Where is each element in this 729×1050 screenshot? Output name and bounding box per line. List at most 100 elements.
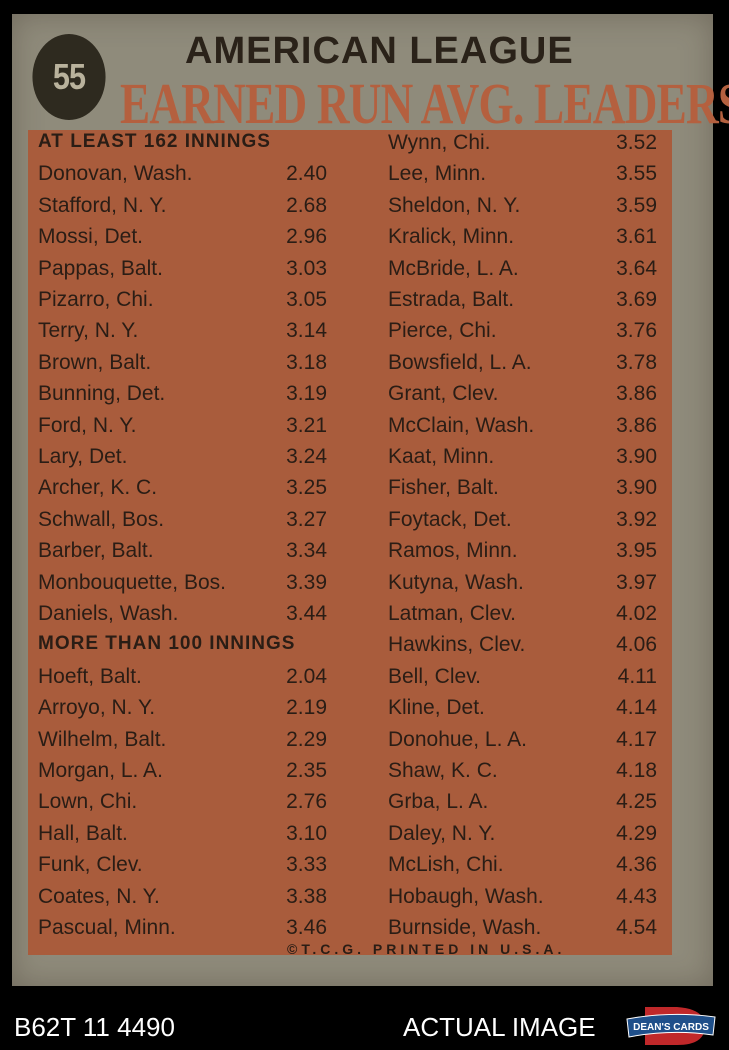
era-value: 4.29 xyxy=(616,821,657,845)
table-row: Daniels, Wash. 3.44 xyxy=(38,602,327,632)
pitcher-name: Lee, Minn. xyxy=(388,162,487,186)
table-row: Grant, Clev. 3.86 xyxy=(388,382,657,412)
era-value: 3.39 xyxy=(286,570,327,594)
table-row: Pierce, Chi. 3.76 xyxy=(388,319,657,349)
table-row: Mossi, Det. 2.96 xyxy=(38,225,327,255)
pitcher-name: Hawkins, Clev. xyxy=(388,633,526,657)
stats-panel xyxy=(28,130,672,955)
table-row: Schwall, Bos. 3.27 xyxy=(38,508,327,538)
pitcher-name: Foytack, Det. xyxy=(388,507,512,531)
pitcher-name: Donovan, Wash. xyxy=(38,162,193,186)
pitcher-name: McLish, Chi. xyxy=(388,853,504,877)
section-header: AT LEAST 162 INNINGS xyxy=(38,131,327,161)
table-row: Fisher, Balt. 3.90 xyxy=(388,476,657,506)
table-row: Burnside, Wash. 4.54 xyxy=(388,916,657,946)
table-row: Bowsfield, L. A. 3.78 xyxy=(388,351,657,381)
pitcher-name: Wilhelm, Balt. xyxy=(38,727,167,751)
pitcher-name: Pizarro, Chi. xyxy=(38,288,154,311)
pitcher-name: Daniels, Wash. xyxy=(38,602,179,625)
era-value: 2.96 xyxy=(286,225,327,249)
pitcher-name: Shaw, K. C. xyxy=(388,759,498,782)
pitcher-name: Brown, Balt. xyxy=(38,350,152,374)
table-row: McLish, Chi. 4.36 xyxy=(388,853,657,883)
table-row: Latman, Clev. 4.02 xyxy=(388,602,657,632)
era-value: 4.36 xyxy=(616,853,657,877)
table-row: McBride, L. A. 3.64 xyxy=(388,257,657,287)
era-value: 3.33 xyxy=(286,853,327,877)
era-value: 2.76 xyxy=(286,790,327,814)
section-header: MORE THAN 100 INNINGS xyxy=(38,633,327,663)
pitcher-name: Ramos, Minn. xyxy=(388,539,518,563)
table-row: Donovan, Wash. 2.40 xyxy=(38,162,327,192)
table-row: Ramos, Minn. 3.95 xyxy=(388,539,657,569)
era-value: 3.92 xyxy=(616,507,657,531)
era-value: 3.69 xyxy=(616,288,657,311)
table-row: Donohue, L. A. 4.17 xyxy=(388,728,657,758)
card-number-badge: 55 xyxy=(32,34,106,120)
era-value: 3.34 xyxy=(286,539,327,563)
table-row: Archer, K. C. 3.25 xyxy=(38,476,327,506)
table-row: Pizarro, Chi. 3.05 xyxy=(38,288,327,318)
era-value: 4.14 xyxy=(616,696,657,720)
table-row: Hall, Balt. 3.10 xyxy=(38,822,327,852)
league-title: AMERICAN LEAGUE xyxy=(185,30,574,72)
deans-cards-logo: DEAN'S CARDS xyxy=(626,1007,716,1045)
table-row: Kline, Det. 4.14 xyxy=(388,696,657,726)
pitcher-name: Fisher, Balt. xyxy=(388,476,499,500)
era-value: 3.27 xyxy=(286,507,327,531)
table-row: Ford, N. Y. 3.21 xyxy=(38,414,327,444)
pitcher-name: Arroyo, N. Y. xyxy=(38,696,156,720)
pitcher-name: Mossi, Det. xyxy=(38,225,144,249)
era-value: 4.17 xyxy=(616,727,657,751)
era-value: 2.35 xyxy=(286,759,327,782)
era-value: 3.10 xyxy=(286,821,327,845)
pitcher-name: Funk, Clev. xyxy=(38,853,143,877)
sku-label: B62T 11 4490 xyxy=(14,1012,175,1042)
pitcher-name: McBride, L. A. xyxy=(388,256,519,280)
pitcher-name: Estrada, Balt. xyxy=(388,288,515,311)
era-value: 3.64 xyxy=(616,256,657,280)
table-row: Monbouquette, Bos. 3.39 xyxy=(38,571,327,601)
era-value: 3.76 xyxy=(616,319,657,343)
era-value: 2.68 xyxy=(286,193,327,217)
pitcher-name: Hall, Balt. xyxy=(38,821,128,845)
era-value: 3.78 xyxy=(616,350,657,374)
table-row: Pappas, Balt. 3.03 xyxy=(38,257,327,287)
table-row: Hoeft, Balt. 2.04 xyxy=(38,665,327,695)
pitcher-name: Pascual, Minn. xyxy=(38,916,176,939)
era-value: 4.43 xyxy=(616,884,657,908)
era-value: 4.18 xyxy=(616,759,657,782)
era-value: 3.05 xyxy=(286,288,327,311)
era-value: 3.38 xyxy=(286,884,327,908)
pitcher-name: Donohue, L. A. xyxy=(388,727,527,751)
pitcher-name: Archer, K. C. xyxy=(38,476,158,500)
table-row: Pascual, Minn. 3.46 xyxy=(38,916,327,946)
table-row: Bell, Clev. 4.11 xyxy=(388,665,657,695)
table-row: Kutyna, Wash. 3.97 xyxy=(388,571,657,601)
pitcher-name: Hobaugh, Wash. xyxy=(388,884,544,908)
pitcher-name: Bowsfield, L. A. xyxy=(388,350,532,374)
pitcher-name: Stafford, N. Y. xyxy=(38,193,167,217)
copyright: ©T.C.G. PRINTED IN U.S.A. xyxy=(287,941,566,957)
table-row: Arroyo, N. Y. 2.19 xyxy=(38,696,327,726)
pitcher-name: Bunning, Det. xyxy=(38,382,166,406)
table-row: Morgan, L. A. 2.35 xyxy=(38,759,327,789)
era-value: 3.86 xyxy=(616,413,657,437)
table-row: Stafford, N. Y. 2.68 xyxy=(38,194,327,224)
era-value: 3.19 xyxy=(286,382,327,406)
era-value: 3.90 xyxy=(616,445,657,468)
table-row: Estrada, Balt. 3.69 xyxy=(388,288,657,318)
era-value: 3.18 xyxy=(286,350,327,374)
pitcher-name: Bell, Clev. xyxy=(388,664,481,688)
era-value: 2.40 xyxy=(286,162,327,186)
pitcher-name: Kaat, Minn. xyxy=(388,445,495,468)
pitcher-name: Morgan, L. A. xyxy=(38,759,163,782)
era-value: 3.21 xyxy=(286,413,327,437)
table-row: Barber, Balt. 3.34 xyxy=(38,539,327,569)
pitcher-name: Wynn, Chi. xyxy=(388,131,491,154)
pitcher-name: Pierce, Chi. xyxy=(388,319,497,343)
table-row: Coates, N. Y. 3.38 xyxy=(38,885,327,915)
table-row: Terry, N. Y. 3.14 xyxy=(38,319,327,349)
pitcher-name: McClain, Wash. xyxy=(388,413,535,437)
pitcher-name: Hoeft, Balt. xyxy=(38,664,142,688)
